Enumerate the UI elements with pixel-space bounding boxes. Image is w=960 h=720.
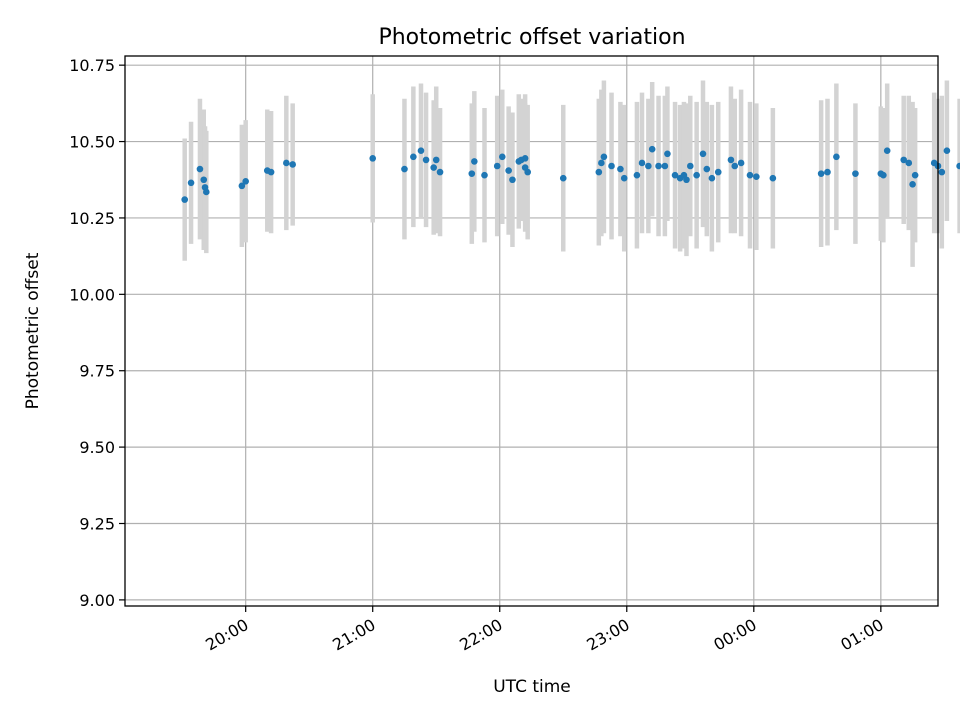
data-point — [880, 171, 887, 179]
data-point — [238, 182, 246, 190]
data-point — [956, 162, 960, 170]
data-point — [595, 168, 603, 176]
data-point — [645, 162, 652, 170]
data-point — [703, 165, 711, 173]
y-axis-label: Photometric offset — [23, 252, 43, 409]
data-point — [505, 167, 512, 174]
data-point — [731, 162, 739, 170]
y-tick-label: 10.50 — [69, 133, 115, 152]
data-point — [727, 156, 735, 164]
data-point — [638, 159, 646, 167]
data-point — [633, 171, 641, 179]
data-point — [620, 174, 628, 182]
y-tick-label: 10.00 — [69, 285, 115, 304]
data-point — [686, 162, 694, 170]
data-point — [598, 159, 605, 167]
data-point — [369, 155, 377, 162]
data-point — [181, 196, 189, 203]
data-point — [661, 162, 669, 170]
plot-frame — [124, 55, 939, 607]
data-point — [746, 171, 754, 179]
data-point — [422, 156, 430, 164]
data-point — [911, 171, 919, 179]
y-tick-label: 10.75 — [69, 56, 115, 75]
x-tick-label: 23:00 — [583, 615, 632, 655]
data-point — [289, 161, 296, 168]
data-point — [401, 165, 408, 173]
data-point — [909, 181, 916, 188]
data-point — [430, 164, 437, 171]
data-point — [203, 188, 210, 196]
data-point — [187, 179, 195, 187]
x-tick-label: 01:00 — [837, 615, 886, 655]
data-point — [509, 176, 516, 184]
x-axis-label: UTC time — [493, 677, 571, 697]
data-point — [617, 165, 624, 173]
data-points — [181, 145, 960, 203]
data-point — [436, 168, 444, 176]
data-point — [900, 156, 908, 164]
data-point — [753, 173, 760, 180]
data-point — [410, 153, 417, 161]
data-point — [699, 150, 707, 158]
data-point — [905, 159, 913, 167]
x-tick-label: 20:00 — [202, 615, 251, 655]
data-point — [714, 168, 722, 176]
error-bars — [182, 80, 960, 267]
data-point — [655, 162, 662, 170]
y-tick-label: 9.25 — [79, 515, 115, 534]
data-point — [521, 155, 529, 162]
data-point — [468, 170, 476, 177]
data-point — [242, 177, 249, 185]
y-tick-label: 9.50 — [79, 438, 115, 457]
data-point — [471, 158, 478, 165]
data-point — [708, 174, 716, 182]
x-tick-label: 21:00 — [329, 615, 378, 655]
data-point — [769, 174, 777, 182]
data-point — [664, 150, 671, 158]
data-point — [432, 156, 440, 164]
y-tick-label: 9.75 — [79, 362, 115, 381]
data-point — [852, 170, 859, 177]
data-point — [559, 174, 567, 182]
data-point — [498, 153, 506, 161]
chart-title: Photometric offset variation — [378, 25, 685, 50]
data-point — [693, 171, 700, 179]
data-point — [481, 171, 488, 179]
data-point — [608, 162, 615, 170]
data-point — [938, 168, 946, 176]
data-point — [833, 153, 840, 161]
data-point — [648, 145, 656, 153]
data-point — [283, 159, 290, 167]
data-point — [683, 176, 690, 184]
data-point — [493, 162, 501, 170]
data-point — [671, 171, 679, 179]
x-tick-label: 00:00 — [710, 615, 759, 655]
data-point — [196, 165, 204, 173]
data-point — [524, 168, 531, 176]
data-point — [943, 147, 951, 155]
data-point — [824, 168, 831, 176]
y-tick-label: 10.25 — [69, 209, 115, 228]
y-tick-label: 9.00 — [79, 591, 115, 610]
x-tick-label: 22:00 — [456, 615, 505, 655]
data-point — [600, 153, 608, 161]
data-point — [883, 147, 891, 155]
y-axis-ticks: 9.00 9.25 9.50 9.75 10.00 10.25 10.50 10.75 — [69, 56, 125, 610]
x-axis-ticks: 20:0021:0022:0023:0000:0001:0002:0003:00… — [202, 606, 887, 655]
data-point — [737, 159, 745, 167]
data-point — [417, 147, 425, 155]
data-point — [817, 170, 825, 177]
data-point — [267, 168, 275, 176]
data-point — [200, 176, 208, 184]
